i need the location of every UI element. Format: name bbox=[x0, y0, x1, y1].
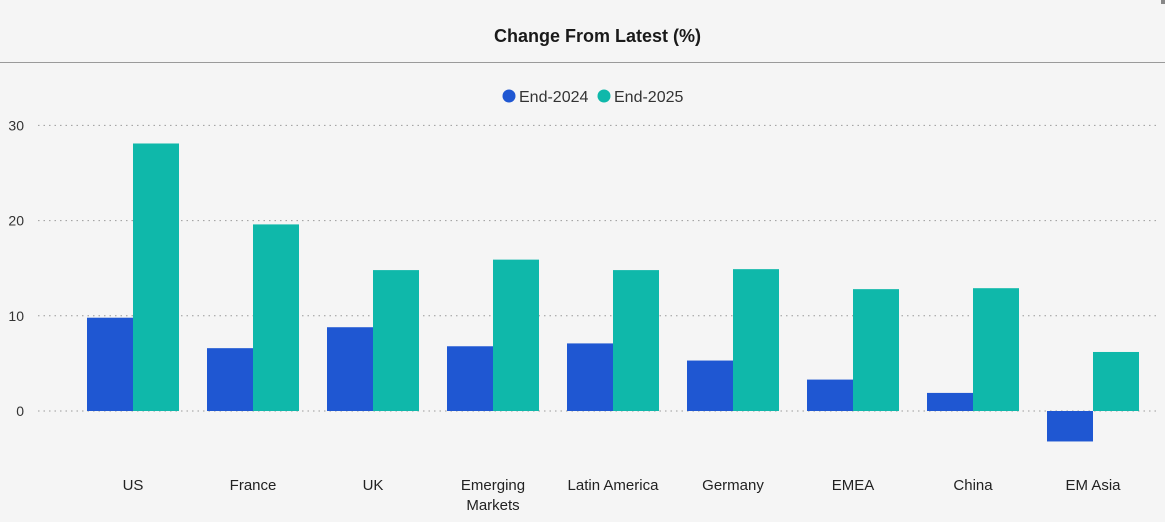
x-tick-label: France bbox=[230, 477, 277, 494]
y-axis-ticks: 0 10 20 30 bbox=[8, 117, 24, 419]
x-tick-label: EM Asia bbox=[1065, 477, 1121, 494]
y-tick-label: 20 bbox=[8, 213, 24, 229]
legend-label: End-2024 bbox=[519, 89, 588, 106]
bar-end-2025-germany[interactable] bbox=[733, 269, 779, 411]
x-tick-label: Latin America bbox=[568, 477, 660, 494]
legend-item-end-2025[interactable]: End-2025 bbox=[597, 89, 684, 106]
bar-end-2025-china[interactable] bbox=[973, 288, 1019, 411]
y-tick-label: 30 bbox=[8, 117, 24, 133]
y-tick-label: 10 bbox=[8, 308, 24, 324]
corner-mark bbox=[1161, 0, 1165, 4]
x-axis-ticks: US France UK Emerging Markets Latin America Ge… bbox=[123, 477, 1122, 514]
bar-end-2024-emerging-markets[interactable] bbox=[447, 346, 493, 411]
legend-marker bbox=[502, 89, 516, 103]
bar-end-2024-em-asia[interactable] bbox=[1047, 411, 1093, 442]
legend-label: End-2025 bbox=[614, 89, 683, 106]
bar-end-2025-us[interactable] bbox=[133, 143, 179, 411]
bar-end-2025-france[interactable] bbox=[253, 224, 299, 411]
legend: End-2024 End-2025 bbox=[502, 89, 684, 106]
bar-end-2024-emea[interactable] bbox=[807, 379, 853, 411]
bar-end-2024-germany[interactable] bbox=[687, 360, 733, 411]
bar-end-2025-latin-america[interactable] bbox=[613, 270, 659, 411]
x-tick-label: UK bbox=[363, 477, 384, 494]
legend-item-end-2024[interactable]: End-2024 bbox=[502, 89, 589, 106]
legend-marker bbox=[597, 89, 611, 103]
x-tick-label: Germany bbox=[702, 477, 764, 494]
x-tick-label: US bbox=[123, 477, 144, 494]
x-tick-label: China bbox=[953, 477, 993, 494]
bar-end-2025-em-asia[interactable] bbox=[1093, 351, 1139, 411]
bar-end-2024-china[interactable] bbox=[927, 392, 973, 411]
bar-end-2024-us[interactable] bbox=[87, 317, 133, 411]
x-tick-label: EMEA bbox=[832, 477, 875, 494]
bars bbox=[87, 143, 1139, 442]
bar-end-2024-uk[interactable] bbox=[327, 327, 373, 411]
y-tick-label: 0 bbox=[16, 403, 24, 419]
bar-end-2024-france[interactable] bbox=[207, 348, 253, 411]
chart-title: Change From Latest (%) bbox=[493, 26, 702, 46]
bar-end-2025-emea[interactable] bbox=[853, 289, 899, 411]
bar-end-2024-latin-america[interactable] bbox=[567, 343, 613, 411]
bar-end-2025-emerging-markets[interactable] bbox=[493, 259, 539, 411]
x-tick-label: Emerging Markets bbox=[461, 477, 525, 514]
title-divider bbox=[0, 62, 1165, 63]
bar-end-2025-uk[interactable] bbox=[373, 270, 419, 411]
